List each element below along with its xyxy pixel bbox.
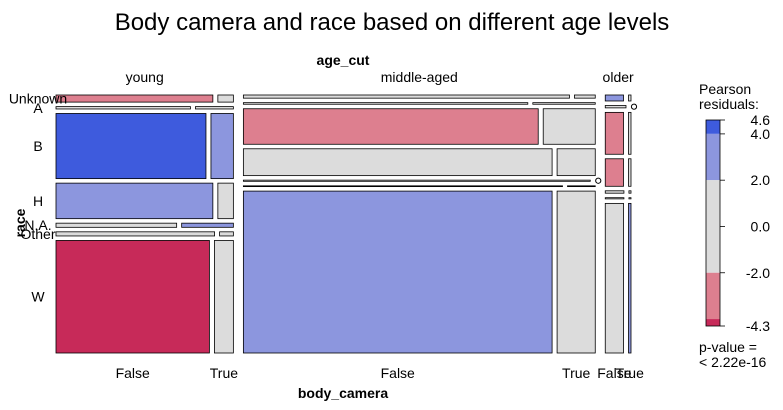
tile-young-w-true bbox=[214, 240, 234, 354]
chart-title: Body camera and race based on different … bbox=[115, 9, 670, 36]
tile-older-n-a-true bbox=[628, 190, 632, 194]
legend-tick-label-4: -2.0 bbox=[746, 265, 770, 281]
pvalue-line2: < 2.22e-16 bbox=[699, 354, 767, 370]
tile-middle-aged-n-a-true bbox=[595, 177, 602, 184]
tile-young-n-a-false bbox=[55, 222, 178, 228]
residual-legend: Pearson residuals: 4.64.02.00.0-2.0-4.3 … bbox=[699, 81, 770, 370]
tile-older-unknown-true bbox=[628, 94, 632, 102]
race-label-b: B bbox=[33, 138, 42, 154]
x-tick-older-false: False bbox=[597, 365, 631, 381]
race-label-a: A bbox=[33, 100, 43, 116]
tile-older-a-false bbox=[604, 105, 627, 109]
legend-ticks: 4.64.0 2.0 0.0 -2.0 -4.3 bbox=[720, 112, 770, 334]
x-tick-young-true: True bbox=[210, 365, 238, 381]
legend-tick-label-2: 2.0 bbox=[751, 172, 771, 188]
tile-middle-aged-w-true bbox=[556, 190, 596, 354]
legend-tick-label-3: 0.0 bbox=[751, 218, 771, 234]
tile-middle-aged-n-a-false bbox=[242, 179, 591, 182]
legend-bar-outline bbox=[705, 119, 721, 327]
tile-middle-aged-a-false bbox=[242, 102, 529, 105]
tile-older-b-false bbox=[604, 111, 624, 155]
tile-older-b-true bbox=[628, 111, 632, 155]
legend-band-2 bbox=[706, 180, 720, 273]
legend-tick-label-5: -4.3 bbox=[746, 318, 770, 334]
race-label-h: H bbox=[33, 193, 43, 209]
x-tick-middle-aged-true: True bbox=[562, 365, 590, 381]
tile-young-b-true bbox=[210, 113, 234, 180]
tile-middle-aged-other-false bbox=[242, 185, 563, 188]
row-variable-label: race bbox=[12, 208, 28, 237]
x-variable-label: body_camera bbox=[298, 385, 388, 401]
tile-young-n-a-true bbox=[181, 222, 234, 228]
race-label-other: Other bbox=[20, 226, 55, 242]
pvalue-line1: p-value = bbox=[699, 339, 757, 355]
tile-older-h-false bbox=[604, 158, 624, 187]
race-label-w: W bbox=[31, 289, 45, 305]
tile-middle-aged-unknown-true bbox=[574, 94, 596, 99]
age-label-older: older bbox=[603, 69, 634, 85]
age-level-labels: young middle-aged older bbox=[126, 69, 634, 85]
legend-color-bar bbox=[705, 119, 721, 327]
tile-young-unknown-true bbox=[217, 94, 234, 103]
legend-tick-label-0: 4.6 bbox=[751, 112, 771, 128]
tile-middle-aged-b-false bbox=[242, 108, 539, 145]
mosaic-tiles bbox=[55, 94, 638, 354]
tile-older-w-false bbox=[604, 202, 624, 354]
legend-band-3 bbox=[706, 272, 720, 320]
tile-young-unknown-false bbox=[55, 94, 214, 103]
legend-tick-label-1: 4.0 bbox=[751, 126, 771, 142]
tile-older-n-a-false bbox=[604, 190, 625, 194]
race-label-n-a: N.A. bbox=[24, 217, 51, 233]
tile-young-b-false bbox=[55, 113, 207, 180]
tile-middle-aged-other-true bbox=[567, 185, 596, 188]
tile-middle-aged-b-true bbox=[542, 108, 596, 145]
tile-young-w-false bbox=[55, 240, 210, 354]
tile-young-a-true bbox=[195, 106, 234, 110]
tile-middle-aged-unknown-false bbox=[242, 94, 570, 99]
tile-older-w-true bbox=[628, 202, 632, 354]
tile-young-h-false bbox=[55, 182, 214, 220]
tile-older-other-true bbox=[628, 197, 632, 200]
column-variable-label: age_cut bbox=[317, 52, 370, 68]
legend-band-0 bbox=[706, 120, 720, 134]
tile-older-other-false bbox=[604, 197, 625, 200]
legend-title-line2: residuals: bbox=[699, 96, 759, 112]
legend-title-line1: Pearson bbox=[699, 81, 751, 97]
age-label-young: young bbox=[126, 69, 164, 85]
age-label-middle-aged: middle-aged bbox=[381, 69, 458, 85]
x-tick-young-false: False bbox=[116, 365, 150, 381]
tile-middle-aged-w-false bbox=[242, 190, 553, 354]
tile-older-a-true bbox=[630, 103, 638, 110]
tile-middle-aged-a-true bbox=[532, 102, 596, 105]
x-tick-older-true: True bbox=[616, 365, 644, 381]
x-tick-middle-aged-false: False bbox=[381, 365, 415, 381]
tile-young-a-false bbox=[55, 106, 191, 110]
tile-young-h-true bbox=[217, 182, 234, 220]
race-label-unknown: Unknown bbox=[9, 91, 67, 107]
tile-older-unknown-false bbox=[604, 94, 624, 102]
tile-young-other-false bbox=[55, 231, 215, 237]
tile-older-h-true bbox=[628, 158, 632, 187]
tile-young-other-true bbox=[219, 231, 234, 237]
tile-middle-aged-h-true bbox=[556, 148, 596, 177]
legend-band-1 bbox=[706, 133, 720, 181]
tile-middle-aged-h-false bbox=[242, 148, 553, 177]
legend-band-4 bbox=[706, 319, 720, 326]
